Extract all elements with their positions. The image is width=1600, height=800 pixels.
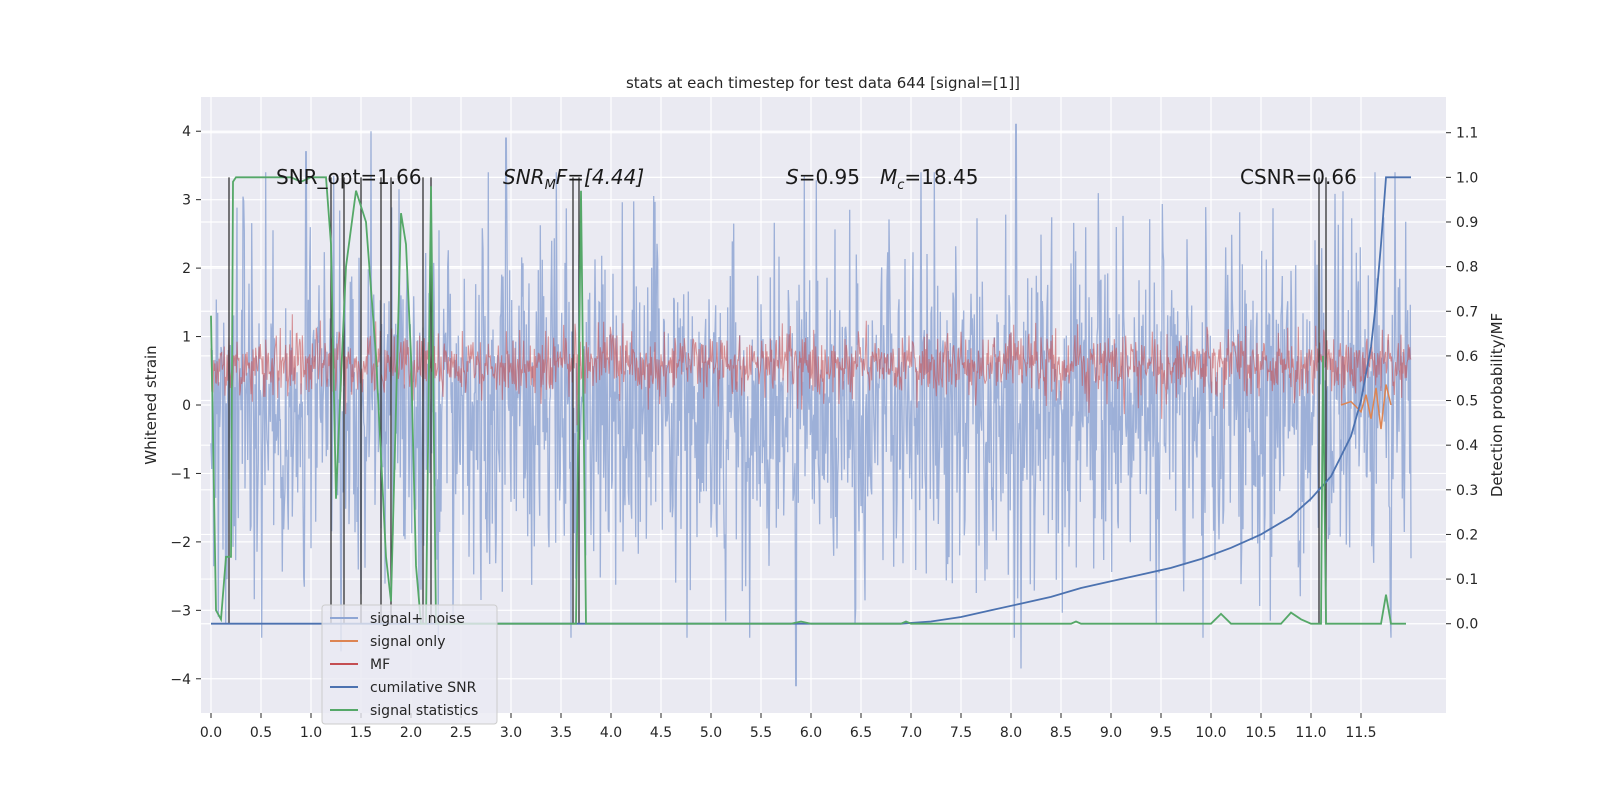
annotation-s: S=0.95 [786, 165, 860, 189]
y-tick-label-7: 3 [182, 193, 191, 209]
series-signal-statistics [210, 176, 1406, 625]
x-tick-label-8: 4.0 [600, 725, 622, 741]
legend-label-signal-only: signal only [370, 634, 445, 650]
x-tick-label-14: 7.0 [900, 725, 922, 741]
y2-axis-ticks: 0.0 0.1 0.2 0.3 0.4 0.5 0.6 0.7 0.8 0.9 1.0 1.1 [1446, 126, 1478, 633]
y-tick-label-0: −4 [170, 672, 191, 688]
y2-tick-label-0: 0.0 [1456, 617, 1478, 633]
legend-label-signal-noise: signal+ noise [370, 611, 465, 627]
x-tick-label-5: 2.5 [450, 725, 472, 741]
chart-title: stats at each timestep for test data 644… [626, 74, 1020, 92]
series-signal-only [1340, 384, 1392, 430]
y2-tick-label-8: 0.8 [1456, 260, 1478, 276]
y2-tick-label-10: 1.0 [1456, 170, 1478, 186]
y-tick-label-6: 2 [182, 261, 191, 277]
x-axis-ticks: 0.0 0.5 1.0 1.5 2.0 2.5 3.0 3.5 4.0 4.5 5.0 5.5 6.0 6… [200, 713, 1377, 741]
annotation-snr-opt: SNR_opt=1.66 [276, 165, 422, 189]
x-tick-label-15: 7.5 [950, 725, 972, 741]
line-signal-statistics [210, 176, 1406, 625]
y-axis-label: Whitened strain [142, 345, 160, 464]
y2-tick-label-2: 0.2 [1456, 527, 1478, 543]
y2-tick-label-1: 0.1 [1456, 572, 1478, 588]
legend-label-cumulative-snr: cumilative SNR [370, 680, 477, 696]
x-tick-label-7: 3.5 [550, 725, 572, 741]
legend: signal+ noise signal only MF cumilative … [321, 604, 498, 725]
y2-tick-label-6: 0.6 [1456, 349, 1478, 365]
x-tick-label-18: 9.0 [1100, 725, 1122, 741]
series-cumulative-snr [211, 176, 1411, 625]
line-signal-noise [210, 123, 1412, 687]
x-tick-label-20: 10.0 [1195, 725, 1226, 741]
legend-label-signal-statistics: signal statistics [370, 703, 478, 719]
x-tick-label-19: 9.5 [1150, 725, 1172, 741]
y2-tick-label-3: 0.3 [1456, 483, 1478, 499]
x-tick-label-16: 8.0 [1000, 725, 1022, 741]
y-tick-label-8: 4 [182, 124, 191, 140]
y2-tick-label-5: 0.5 [1456, 394, 1478, 410]
line-cumulative-snr [211, 176, 1411, 625]
x-tick-label-22: 11.0 [1295, 725, 1326, 741]
x-tick-label-11: 5.5 [750, 725, 772, 741]
annotation-snr-mf: SNRMF=[4.44] [503, 165, 644, 193]
y-tick-label-4: 0 [182, 398, 191, 414]
x-tick-label-3: 1.5 [350, 725, 372, 741]
x-tick-label-13: 6.5 [850, 725, 872, 741]
x-tick-label-6: 3.0 [500, 725, 522, 741]
y-tick-label-2: −2 [170, 535, 191, 551]
y-tick-label-3: −1 [170, 466, 191, 482]
legend-label-mf: MF [370, 657, 390, 673]
x-tick-label-21: 10.5 [1245, 725, 1276, 741]
x-tick-label-17: 8.5 [1050, 725, 1072, 741]
annotation-mc: Mc=18.45 [880, 165, 978, 193]
x-tick-label-4: 2.0 [400, 725, 422, 741]
x-tick-label-0: 0.0 [200, 725, 222, 741]
annotation-csnr: CSNR=0.66 [1240, 165, 1357, 189]
x-tick-label-23: 11.5 [1345, 725, 1376, 741]
x-tick-label-10: 5.0 [700, 725, 722, 741]
y2-tick-label-9: 0.9 [1456, 215, 1478, 231]
x-tick-label-1: 0.5 [250, 725, 272, 741]
y-tick-label-5: 1 [182, 330, 191, 346]
y-axis-ticks: −4 −3 −2 −1 0 1 2 3 4 [170, 124, 201, 688]
x-tick-label-12: 6.0 [800, 725, 822, 741]
y2-tick-label-11: 1.1 [1456, 126, 1478, 142]
x-tick-label-9: 4.5 [650, 725, 672, 741]
y2-tick-label-4: 0.4 [1456, 438, 1478, 454]
series-signal-noise [210, 123, 1412, 687]
y2-axis-label: Detection probability/MF [1488, 313, 1506, 497]
y2-tick-label-7: 0.7 [1456, 304, 1478, 320]
x-tick-label-2: 1.0 [300, 725, 322, 741]
line-signal-only [1340, 384, 1392, 430]
y-tick-label-1: −3 [170, 603, 191, 619]
